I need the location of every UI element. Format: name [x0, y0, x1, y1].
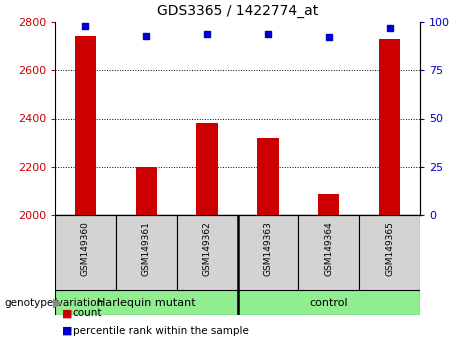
Point	[325, 35, 332, 40]
Text: Harlequin mutant: Harlequin mutant	[97, 297, 195, 308]
Text: ▶: ▶	[53, 296, 63, 309]
Bar	[318, 194, 339, 215]
Bar	[136, 167, 157, 215]
Text: ■: ■	[62, 308, 73, 318]
Text: ■: ■	[62, 326, 73, 336]
Text: GSM149361: GSM149361	[142, 221, 151, 276]
Text: GSM149363: GSM149363	[263, 221, 272, 276]
Title: GDS3365 / 1422774_at: GDS3365 / 1422774_at	[157, 4, 318, 18]
Point	[264, 31, 272, 36]
Point	[386, 25, 393, 31]
Text: GSM149364: GSM149364	[324, 221, 333, 276]
Text: control: control	[309, 297, 348, 308]
Bar	[298, 215, 359, 290]
Bar	[359, 215, 420, 290]
Point	[142, 33, 150, 38]
Bar	[379, 39, 400, 215]
Bar	[177, 215, 237, 290]
Text: genotype/variation: genotype/variation	[5, 297, 104, 308]
Text: count: count	[73, 308, 102, 318]
Point	[82, 23, 89, 29]
Bar	[257, 138, 278, 215]
Bar	[237, 290, 420, 315]
Bar	[75, 36, 96, 215]
Bar	[55, 215, 116, 290]
Bar	[196, 123, 218, 215]
Text: GSM149360: GSM149360	[81, 221, 90, 276]
Bar	[55, 290, 237, 315]
Text: GSM149362: GSM149362	[202, 221, 212, 276]
Text: GSM149365: GSM149365	[385, 221, 394, 276]
Bar	[116, 215, 177, 290]
Point	[203, 31, 211, 36]
Text: percentile rank within the sample: percentile rank within the sample	[73, 326, 249, 336]
Bar	[237, 215, 298, 290]
